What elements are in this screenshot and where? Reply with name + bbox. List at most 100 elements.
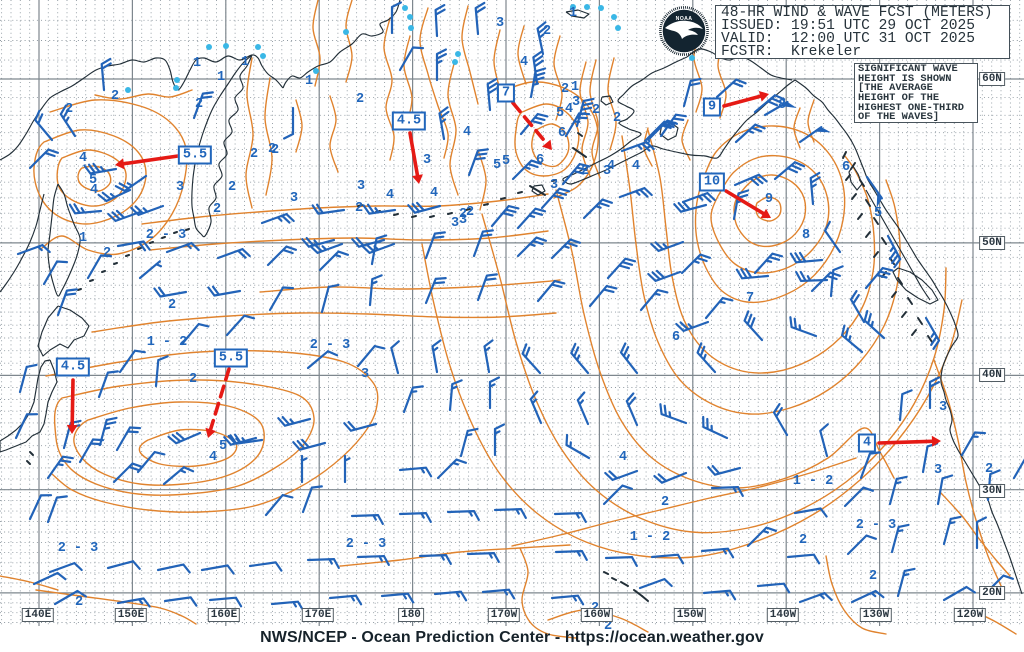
wind-barb <box>888 475 908 506</box>
wind-barb <box>208 596 243 608</box>
barb-staff <box>192 91 214 120</box>
wave-contour <box>447 59 459 196</box>
wind-barb <box>702 589 737 601</box>
lon-label-120W: 120W <box>953 608 987 622</box>
wave-contour <box>607 57 617 151</box>
wave-height-number: 3 <box>572 95 580 110</box>
barb-staff <box>42 260 69 286</box>
wind-barb <box>424 277 447 305</box>
wind-barb <box>753 252 784 275</box>
wave-height-number: 4 <box>632 159 640 174</box>
wind-barb <box>438 106 450 141</box>
wind-barb <box>436 458 467 480</box>
wave-height-number: 1 - 2 <box>630 530 671 545</box>
wind-barb <box>511 159 542 181</box>
barb-staff <box>824 220 842 254</box>
island <box>842 151 847 159</box>
station-dot <box>407 14 413 20</box>
wind-barb <box>864 267 894 290</box>
barb-staff <box>798 592 833 604</box>
station-dot <box>343 29 349 35</box>
barb-staff <box>225 314 256 337</box>
coastline <box>865 189 931 301</box>
coastline <box>565 9 590 19</box>
noaa-logo-gull <box>665 20 703 39</box>
wave-contour <box>825 555 887 635</box>
barb-staff <box>97 188 132 203</box>
barb-staff <box>59 104 77 138</box>
wave-height-number: 2 <box>355 201 363 216</box>
coastline <box>600 95 614 106</box>
wave-height-number: 3 <box>290 191 298 206</box>
wind-barb <box>424 231 446 260</box>
barb-staff <box>928 376 940 410</box>
wave-height-number: 4 <box>607 159 615 174</box>
wave-contour <box>643 127 653 167</box>
wave-contour <box>339 544 571 567</box>
wind-barb <box>264 494 294 517</box>
barb-staff <box>516 236 547 258</box>
wind-barb <box>301 485 323 514</box>
barb-staff <box>86 254 113 280</box>
barb-staff <box>886 234 902 269</box>
wind-barb <box>565 433 591 460</box>
wind-barb <box>300 454 308 484</box>
barb-staff <box>582 198 613 220</box>
wind-barb <box>343 454 351 484</box>
wave-height-number: 2 - 3 <box>58 541 99 556</box>
wave-height-number: 5 <box>874 206 882 221</box>
wind-barb <box>53 589 87 606</box>
island <box>429 215 435 218</box>
wind-barb <box>700 547 735 559</box>
station-dot <box>615 25 621 31</box>
barb-staff <box>795 270 829 282</box>
barb-staff <box>53 589 87 606</box>
wave-contour <box>259 279 561 293</box>
barb-staff <box>620 141 655 153</box>
barb-staff <box>362 203 397 215</box>
significant-wave-note: SIGNIFICANT WAVE HEIGHT IS SHOWN [THE AV… <box>854 63 978 123</box>
barb-staff <box>483 339 494 374</box>
wind-barb <box>570 342 590 375</box>
wind-barb <box>639 289 669 312</box>
wind-barb <box>390 1 402 35</box>
barb-staff <box>350 514 384 525</box>
barb-staff <box>809 171 821 206</box>
wind-barb <box>680 253 711 275</box>
wind-barb <box>789 316 818 338</box>
barb-staff <box>266 245 297 267</box>
wave-height-number: 3 <box>496 16 504 31</box>
wave-height-number: 2 <box>103 246 111 261</box>
wind-barb <box>306 558 340 569</box>
wind-barb <box>960 431 987 457</box>
barb-staff <box>68 203 103 215</box>
wave-contour <box>73 401 265 486</box>
island <box>873 251 879 258</box>
wind-barb <box>216 248 251 260</box>
island <box>857 213 863 220</box>
island <box>26 460 31 465</box>
wind-barb <box>843 486 874 508</box>
lon-label-130W: 130W <box>859 608 893 622</box>
wave-height-number: 1 <box>79 231 87 246</box>
footer-caption: NWS/NCEP - Ocean Prediction Center - htt… <box>260 629 764 646</box>
lon-label-160W: 160W <box>580 608 614 622</box>
barb-staff <box>153 286 188 298</box>
barb-staff <box>529 67 547 99</box>
wave-contour <box>33 129 147 225</box>
barb-staff <box>960 431 987 457</box>
island <box>137 247 142 250</box>
barb-staff <box>398 46 425 72</box>
barb-staff <box>28 494 53 521</box>
wind-barb <box>472 229 494 258</box>
wind-barb <box>116 240 151 252</box>
barb-staff <box>18 363 38 394</box>
wave-max-arrowhead <box>542 139 552 150</box>
wind-barb <box>532 50 544 85</box>
barb-staff <box>248 561 283 572</box>
wind-barb <box>446 510 480 521</box>
coastline <box>848 165 863 191</box>
barb-staff <box>48 562 83 574</box>
wave-height-number: 6 <box>672 330 680 345</box>
barb-staff <box>561 163 591 186</box>
